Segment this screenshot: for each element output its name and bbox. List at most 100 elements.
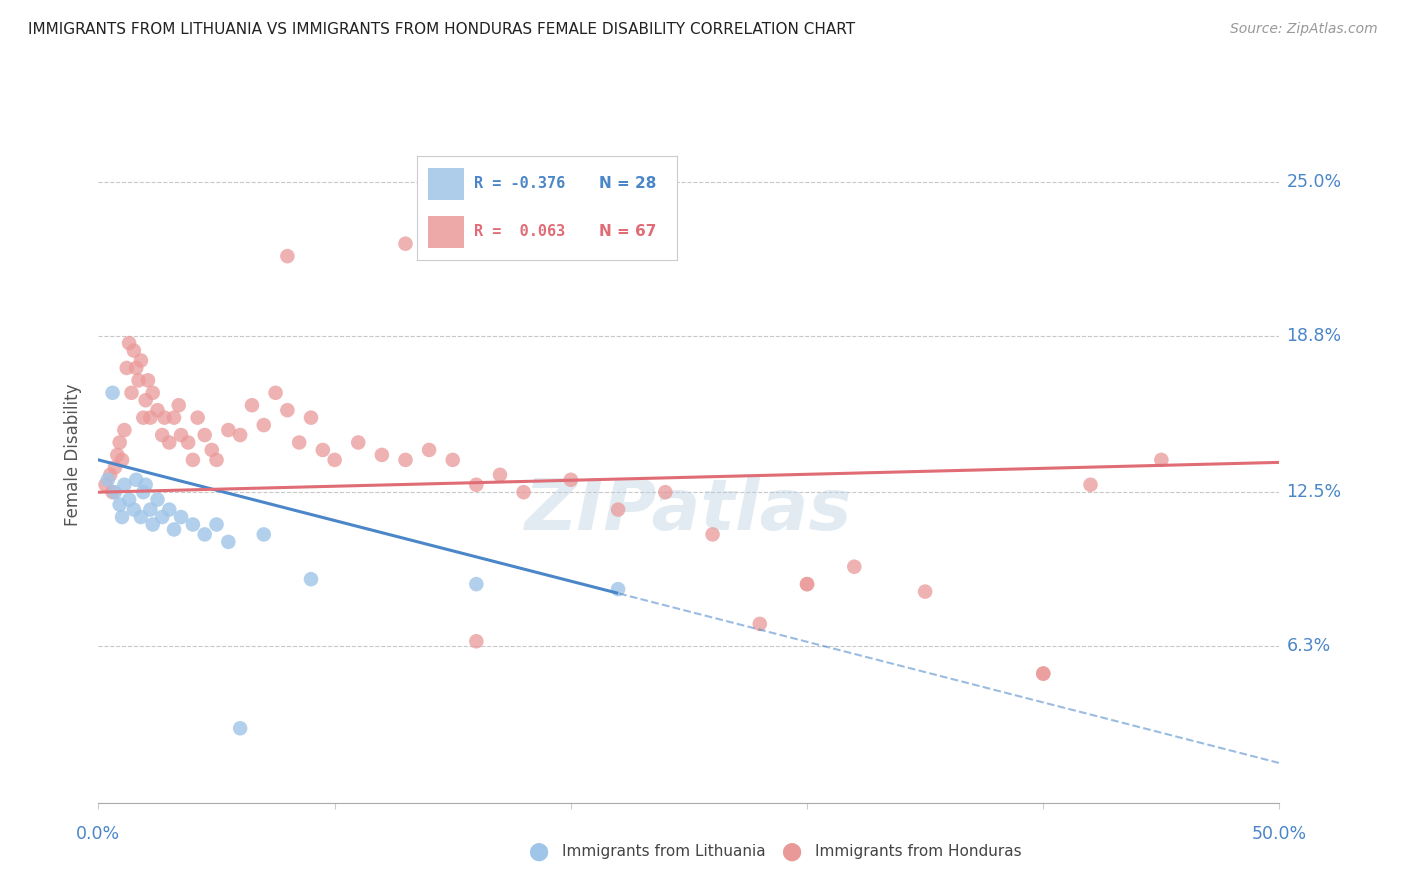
Point xyxy=(125,361,148,376)
Text: 50.0%: 50.0% xyxy=(1251,825,1308,843)
Text: Immigrants from Lithuania: Immigrants from Lithuania xyxy=(562,845,766,859)
Point xyxy=(157,435,180,450)
Point xyxy=(1032,666,1054,681)
Point xyxy=(163,523,186,537)
Point xyxy=(844,559,866,574)
Point xyxy=(122,343,145,358)
Point xyxy=(157,502,180,516)
Point xyxy=(132,485,155,500)
Point xyxy=(170,510,193,524)
Point xyxy=(465,477,488,491)
Point xyxy=(796,577,818,591)
Point xyxy=(299,410,322,425)
Point xyxy=(276,249,298,263)
Point xyxy=(108,435,131,450)
Point xyxy=(371,448,394,462)
Point xyxy=(98,467,121,482)
Point xyxy=(194,428,217,442)
Point xyxy=(187,410,209,425)
Point xyxy=(153,410,176,425)
Point xyxy=(181,453,204,467)
Point xyxy=(1150,453,1173,467)
Point xyxy=(115,361,138,376)
Point xyxy=(441,453,464,467)
Bar xyxy=(427,216,464,248)
Point xyxy=(312,442,335,457)
Point xyxy=(264,385,287,400)
Point xyxy=(489,467,512,482)
Point xyxy=(347,435,370,450)
Point xyxy=(135,477,157,491)
Point xyxy=(118,492,141,507)
Point xyxy=(394,236,416,251)
Text: Source: ZipAtlas.com: Source: ZipAtlas.com xyxy=(1230,22,1378,37)
Point xyxy=(139,502,162,516)
Point xyxy=(118,336,141,351)
Point xyxy=(101,385,124,400)
Point xyxy=(702,527,724,541)
Point xyxy=(101,485,124,500)
Point xyxy=(1080,477,1102,491)
Point xyxy=(108,498,131,512)
Text: 0.0%: 0.0% xyxy=(76,825,121,843)
Text: IMMIGRANTS FROM LITHUANIA VS IMMIGRANTS FROM HONDURAS FEMALE DISABILITY CORRELAT: IMMIGRANTS FROM LITHUANIA VS IMMIGRANTS … xyxy=(28,22,855,37)
Point xyxy=(1032,666,1054,681)
Point xyxy=(122,502,145,516)
Point xyxy=(240,398,263,412)
Point xyxy=(560,473,582,487)
Text: N = 67: N = 67 xyxy=(599,225,657,239)
Text: 12.5%: 12.5% xyxy=(1286,483,1341,501)
Point xyxy=(205,453,228,467)
Point xyxy=(121,385,143,400)
Point xyxy=(205,517,228,532)
Point xyxy=(111,510,134,524)
Point xyxy=(146,403,169,417)
Point xyxy=(129,353,152,368)
Point xyxy=(201,442,224,457)
Point xyxy=(177,435,200,450)
Point xyxy=(136,373,159,387)
Point xyxy=(104,460,127,475)
Point xyxy=(150,510,173,524)
Point xyxy=(142,517,165,532)
Text: 25.0%: 25.0% xyxy=(1286,172,1341,191)
Point xyxy=(394,453,416,467)
Point xyxy=(105,448,128,462)
Point xyxy=(276,403,298,417)
Bar xyxy=(427,169,464,200)
Point xyxy=(253,418,276,433)
Point xyxy=(253,527,276,541)
Point xyxy=(167,398,190,412)
Point xyxy=(194,527,217,541)
Point xyxy=(299,572,322,586)
Point xyxy=(607,582,630,596)
Point xyxy=(181,517,204,532)
Point xyxy=(112,423,135,437)
Text: R = -0.376: R = -0.376 xyxy=(474,177,565,192)
Text: ⬤: ⬤ xyxy=(529,843,548,861)
Text: ZIPatlas: ZIPatlas xyxy=(526,476,852,545)
Point xyxy=(111,453,134,467)
Point xyxy=(97,473,120,487)
Point xyxy=(94,477,117,491)
Point xyxy=(229,721,252,735)
Point xyxy=(418,442,440,457)
Text: 6.3%: 6.3% xyxy=(1286,637,1330,656)
Point xyxy=(128,373,150,387)
Point xyxy=(112,477,135,491)
Point xyxy=(748,616,770,631)
Point xyxy=(132,410,155,425)
Text: ⬤: ⬤ xyxy=(782,843,801,861)
Y-axis label: Female Disability: Female Disability xyxy=(65,384,83,526)
Text: Immigrants from Honduras: Immigrants from Honduras xyxy=(815,845,1022,859)
Point xyxy=(654,485,676,500)
Point xyxy=(229,428,252,442)
Point xyxy=(170,428,193,442)
Point xyxy=(139,410,162,425)
Point xyxy=(150,428,173,442)
Text: 18.8%: 18.8% xyxy=(1286,326,1341,344)
Point xyxy=(104,485,127,500)
Point xyxy=(129,510,152,524)
Point xyxy=(135,393,157,408)
Point xyxy=(796,577,818,591)
